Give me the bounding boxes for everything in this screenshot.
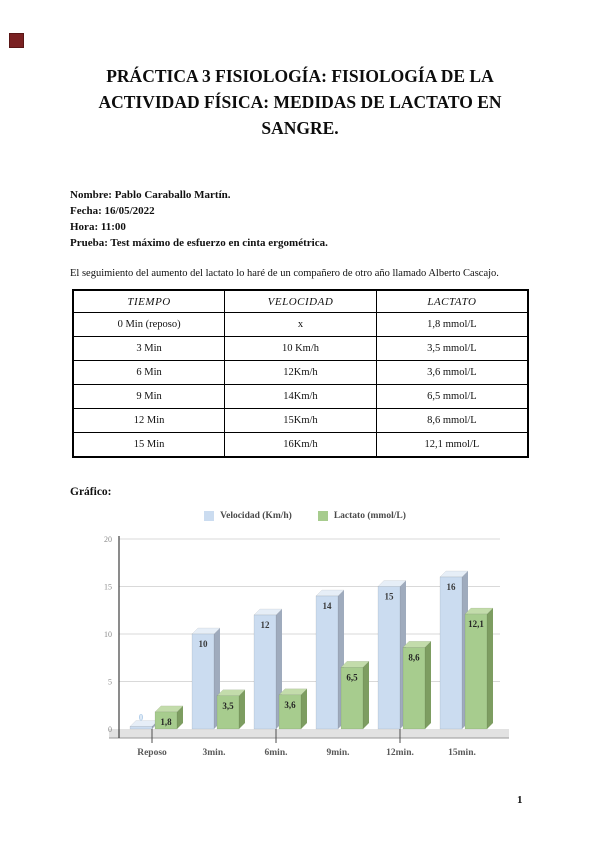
meta-line: Prueba: Test máximo de esfuerzo en cinta…	[70, 237, 328, 249]
bar-side	[301, 688, 307, 729]
legend-item: Velocidad (Km/h)	[204, 511, 292, 521]
bar-value-label: 8,6	[408, 652, 420, 662]
x-category-label: 9min.	[327, 748, 350, 758]
table-row: 6 Min 12Km/h 3,6 mmol/L	[72, 360, 529, 385]
bar-side	[177, 705, 183, 729]
bar-value-label: 3,6	[284, 700, 296, 710]
table-header-cell: VELOCIDAD	[224, 289, 377, 313]
bar-side	[239, 689, 245, 729]
bar-value-label: 14	[323, 601, 333, 611]
table-cell: 12Km/h	[224, 360, 377, 385]
x-category-label: 6min.	[265, 748, 288, 758]
bar-value-label: 12	[261, 620, 271, 630]
x-category-label: 15min.	[448, 748, 476, 758]
intro-paragraph: El seguimiento del aumento del lactato l…	[70, 268, 499, 279]
bar-value-label: 3,5	[222, 701, 234, 711]
bar-side	[363, 661, 369, 729]
chart-floor	[109, 729, 509, 738]
table-cell: 15 Min	[72, 432, 226, 458]
y-tick-label: 15	[104, 583, 112, 592]
table-header-row: TIEMPO VELOCIDAD LACTATO	[72, 289, 529, 313]
bar-front	[278, 694, 302, 730]
document-title: PRÁCTICA 3 FISIOLOGÍA: FISIOLOGÍA DE LA A…	[60, 63, 540, 141]
legend-swatch	[317, 511, 328, 521]
table-cell: 3,6 mmol/L	[375, 360, 529, 385]
bar-value-label: 12,1	[468, 619, 484, 629]
corner-mark	[9, 33, 24, 48]
legend-item: Lactato (mmol/L)	[317, 511, 406, 521]
title-line: SANGRE.	[261, 118, 339, 138]
metadata-block: Nombre: Pablo Caraballo Martín. Fecha: 16…	[70, 187, 540, 251]
table-cell: 8,6 mmol/L	[375, 408, 529, 433]
chart-plot-area: 0 5 10 15 20 0 1,8 Reposo 10 3,5 3min. 12 3,6 6min. 14…	[104, 535, 509, 758]
legend-label: Lactato (mmol/L)	[333, 511, 406, 521]
bar-front	[402, 647, 426, 730]
table-cell: 6 Min	[72, 360, 226, 385]
bar-side	[425, 641, 431, 729]
bar-front	[439, 576, 463, 730]
table-cell: 3 Min	[72, 336, 226, 361]
bar-front	[129, 726, 153, 730]
chart-legend: Velocidad (Km/h) Lactato (mmol/L)	[85, 511, 525, 521]
table-header-cell: LACTATO	[375, 289, 529, 313]
legend-swatch	[204, 511, 215, 521]
bar-value-label: 0	[139, 713, 144, 723]
bar-value-label: 6,5	[346, 672, 358, 682]
legend-label: Velocidad (Km/h)	[220, 511, 292, 521]
y-tick-label: 20	[104, 535, 112, 544]
bar-value-label: 16	[447, 582, 457, 592]
table-cell: 3,5 mmol/L	[375, 336, 529, 361]
page-number: 1	[517, 794, 523, 806]
table-row: 9 Min 14Km/h 6,5 mmol/L	[72, 384, 529, 409]
bar-side	[487, 608, 493, 729]
meta-line: Nombre: Pablo Caraballo Martín.	[70, 189, 231, 201]
x-category-label: 3min.	[203, 748, 226, 758]
bar-front	[216, 695, 240, 730]
bar-chart: Velocidad (Km/h) Lactato (mmol/L) 0 5 10 15 2…	[85, 503, 525, 783]
table-cell: 16Km/h	[224, 432, 377, 458]
x-category-label: 12min.	[386, 748, 414, 758]
table-row: 12 Min 15Km/h 8,6 mmol/L	[72, 408, 529, 433]
bar-value-label: 10	[199, 639, 209, 649]
bar-value-label: 1,8	[160, 717, 172, 727]
meta-line: Hora: 11:00	[70, 221, 126, 233]
bar-front	[315, 595, 339, 730]
table-cell: x	[224, 312, 377, 337]
meta-line: Fecha: 16/05/2022	[70, 205, 155, 217]
bar-front	[253, 614, 277, 730]
table-header-cell: TIEMPO	[72, 289, 226, 313]
table-cell: 12,1 mmol/L	[375, 432, 529, 458]
bar-value-label: 15	[385, 592, 395, 602]
y-tick-label: 10	[104, 630, 112, 639]
title-line: ACTIVIDAD FÍSICA: MEDIDAS DE LACTATO EN	[98, 92, 502, 112]
lactate-table: TIEMPO VELOCIDAD LACTATO 0 Min (reposo) x 1,8…	[72, 289, 529, 458]
chart-section-label: Gráfico:	[70, 486, 112, 498]
bar-front	[191, 633, 215, 730]
title-line: PRÁCTICA 3 FISIOLOGÍA: FISIOLOGÍA DE LA	[106, 66, 494, 86]
table-cell: 6,5 mmol/L	[375, 384, 529, 409]
table-cell: 15Km/h	[224, 408, 377, 433]
table-cell: 9 Min	[72, 384, 226, 409]
table-cell: 10 Km/h	[224, 336, 377, 361]
table-cell: 0 Min (reposo)	[72, 312, 226, 337]
table-row: 0 Min (reposo) x 1,8 mmol/L	[72, 312, 529, 337]
table-row: 15 Min 16Km/h 12,1 mmol/L	[72, 432, 529, 458]
table-cell: 1,8 mmol/L	[375, 312, 529, 337]
y-tick-label: 0	[108, 725, 112, 734]
bar-front	[154, 711, 178, 730]
table-cell: 12 Min	[72, 408, 226, 433]
table-row: 3 Min 10 Km/h 3,5 mmol/L	[72, 336, 529, 361]
table-cell: 14Km/h	[224, 384, 377, 409]
bar-front	[340, 667, 364, 730]
y-tick-label: 5	[108, 678, 112, 687]
bar-front	[377, 586, 401, 730]
bar-front	[464, 613, 488, 730]
x-category-label: Reposo	[137, 748, 167, 758]
